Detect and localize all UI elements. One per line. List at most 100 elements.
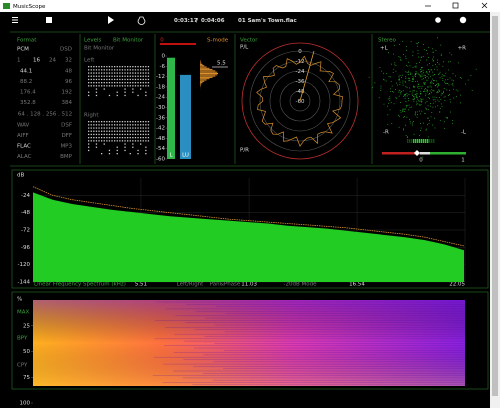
meter-label: L bbox=[169, 153, 173, 159]
spectrogram-shade bbox=[33, 300, 465, 386]
stereo-dot bbox=[417, 43, 418, 45]
bit-dot bbox=[137, 133, 139, 136]
stereo-seg bbox=[417, 139, 419, 143]
stereo-dot bbox=[432, 60, 434, 62]
stereo-dot bbox=[456, 96, 457, 98]
bit-dot bbox=[129, 153, 131, 155]
toolbar-icons[interactable] bbox=[12, 16, 467, 25]
stereo-dot bbox=[460, 77, 462, 79]
stereo-dot bbox=[449, 52, 451, 54]
stereo-dot bbox=[390, 102, 392, 104]
stereo-dot bbox=[412, 91, 414, 93]
stereo-dot bbox=[412, 78, 413, 80]
bit-dot bbox=[95, 146, 98, 148]
bit-dot bbox=[111, 140, 113, 142]
stereo-dot bbox=[408, 78, 410, 80]
bit-dot bbox=[145, 78, 147, 81]
bit-dot bbox=[90, 66, 92, 68]
bit-depth: 24 bbox=[49, 58, 56, 64]
bit-dot bbox=[140, 137, 142, 139]
stereo-dot bbox=[431, 112, 433, 114]
bit-dot bbox=[90, 127, 92, 129]
meter-tick: -24 bbox=[156, 95, 165, 101]
bit-dot bbox=[108, 66, 111, 68]
bit-dot bbox=[98, 75, 100, 77]
ring-label: -36 bbox=[296, 79, 305, 85]
meter-tick: -6 bbox=[160, 64, 166, 70]
mode-label: Pan&Phase bbox=[210, 282, 241, 288]
bit-dot bbox=[121, 82, 124, 84]
bit-dot bbox=[103, 127, 105, 129]
bit-dot bbox=[132, 127, 134, 129]
stereo-dot bbox=[417, 86, 419, 88]
bit-dot bbox=[124, 91, 126, 93]
stereo-dot bbox=[417, 114, 418, 116]
bit-dot bbox=[103, 121, 105, 123]
window-controls[interactable] bbox=[425, 2, 488, 9]
stereo-dot bbox=[424, 112, 426, 114]
bit-dot bbox=[103, 133, 105, 136]
bit-dot bbox=[90, 137, 92, 139]
stereo-dot bbox=[433, 51, 434, 53]
stereo-dot bbox=[432, 58, 433, 60]
stereo-dot bbox=[428, 86, 430, 88]
stereo-dot bbox=[444, 95, 446, 97]
smode-bar bbox=[200, 80, 205, 82]
stereo-dot bbox=[422, 156, 424, 158]
bit-depth: 16 bbox=[33, 58, 40, 64]
bit-dot bbox=[98, 127, 100, 129]
bit-dot bbox=[129, 66, 131, 68]
bit-dot bbox=[132, 146, 134, 148]
bit-dot bbox=[88, 127, 90, 129]
stereo-dot bbox=[464, 83, 466, 85]
stereo-dot bbox=[433, 90, 435, 92]
bit-dot bbox=[140, 66, 142, 68]
y-tick-label: -24 bbox=[21, 193, 30, 199]
stereo-dot bbox=[447, 117, 448, 118]
stereo-dot bbox=[449, 61, 451, 62]
stereo-dot bbox=[416, 93, 418, 94]
stereo-dot bbox=[421, 79, 423, 81]
stereo-dot bbox=[415, 66, 417, 68]
bit-dot bbox=[121, 130, 124, 132]
stereo-dot bbox=[405, 135, 407, 136]
y-tick-label: -120 bbox=[18, 262, 31, 268]
bit-dot bbox=[124, 72, 126, 74]
bit-dot bbox=[140, 133, 142, 136]
bit-dot bbox=[147, 75, 150, 77]
stereo-dot bbox=[404, 108, 406, 110]
bit-dot bbox=[147, 78, 150, 81]
stereo-dot bbox=[455, 89, 457, 91]
bit-dot bbox=[145, 72, 147, 74]
stereo-dot bbox=[413, 133, 415, 135]
stereo-dot bbox=[440, 94, 442, 96]
smode-bar bbox=[200, 69, 213, 71]
stereo-dot bbox=[414, 74, 416, 76]
stereo-dot bbox=[395, 89, 396, 90]
stereo-seg bbox=[409, 139, 411, 143]
stereo-dot bbox=[438, 89, 439, 91]
smode-bar bbox=[200, 73, 218, 74]
vector-label: P/R bbox=[240, 148, 249, 154]
stereo-dot bbox=[408, 61, 409, 63]
stereo-dot bbox=[449, 77, 451, 79]
scroll-thumb[interactable] bbox=[492, 16, 498, 396]
stereo-dot bbox=[388, 102, 389, 104]
bit-dot bbox=[108, 137, 111, 139]
stereo-dot bbox=[399, 75, 401, 76]
stereo-dot bbox=[403, 129, 404, 131]
stereo-dot bbox=[435, 85, 437, 86]
stereo-dot bbox=[446, 83, 448, 85]
stereo-dot bbox=[402, 74, 403, 76]
bit-dot bbox=[95, 91, 98, 93]
stereo-dot bbox=[417, 84, 419, 85]
y-tick-label: 25 bbox=[23, 323, 30, 329]
stereo-dot bbox=[438, 84, 440, 86]
footer bbox=[10, 390, 490, 408]
bit-dot bbox=[127, 140, 129, 142]
stereo-dot bbox=[419, 74, 421, 76]
bit-dot bbox=[103, 75, 105, 77]
stereo-dot bbox=[412, 124, 413, 126]
panel-frames bbox=[10, 31, 490, 390]
bit-dot bbox=[147, 140, 150, 142]
